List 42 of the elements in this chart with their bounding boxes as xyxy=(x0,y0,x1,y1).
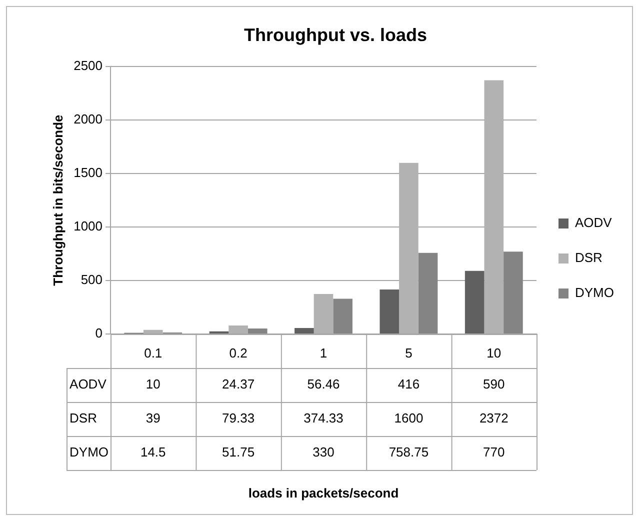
data-label: 56.46 xyxy=(307,376,340,392)
data-label: 770 xyxy=(483,444,505,460)
legend-label: DYMO xyxy=(575,285,614,300)
data-label: 2372 xyxy=(479,410,508,426)
bar xyxy=(418,252,438,334)
x-tick-label: 10 xyxy=(486,345,502,360)
x-tick-label: 0.1 xyxy=(144,345,162,360)
bar xyxy=(504,252,523,334)
data-label: 10 xyxy=(146,376,160,392)
y-axis-title: Throughput in bits/seconde xyxy=(50,114,66,286)
y-tick-label: 1000 xyxy=(74,218,103,234)
bar xyxy=(380,290,400,334)
data-label: 14.5 xyxy=(140,444,166,460)
x-tick-label: 1 xyxy=(320,345,328,360)
text: loads in packets/second xyxy=(248,486,399,501)
data-label: 79.33 xyxy=(222,410,255,426)
data-label: 24.37 xyxy=(222,376,255,392)
x-tick-label: 5 xyxy=(405,345,412,360)
data-label: 1600 xyxy=(394,410,424,426)
legend-label: AODV xyxy=(575,215,612,230)
data-label: 51.75 xyxy=(222,444,255,460)
text: DYMO xyxy=(70,444,109,460)
data-label: 416 xyxy=(398,376,420,392)
y-tick-label: 1500 xyxy=(74,165,103,180)
bar xyxy=(333,298,352,334)
chart-title: Throughput vs. loads xyxy=(244,24,427,45)
y-tick-label: 2500 xyxy=(74,58,103,74)
data-label: 330 xyxy=(312,444,334,460)
bar xyxy=(464,270,484,334)
text: AODV xyxy=(70,376,106,392)
data-label: 758.75 xyxy=(388,444,429,460)
y-tick-label: 2000 xyxy=(74,112,103,127)
x-tick-label: 0.2 xyxy=(229,345,248,360)
data-label: 39 xyxy=(146,410,160,426)
data-label: 590 xyxy=(483,376,505,392)
y-tick-label: 0 xyxy=(95,326,103,341)
data-label: 374.33 xyxy=(304,410,344,426)
bar xyxy=(294,328,314,334)
text: DSR xyxy=(70,410,97,426)
y-tick-label: 500 xyxy=(80,272,103,288)
legend-label: DSR xyxy=(575,250,602,266)
bar xyxy=(248,328,268,334)
